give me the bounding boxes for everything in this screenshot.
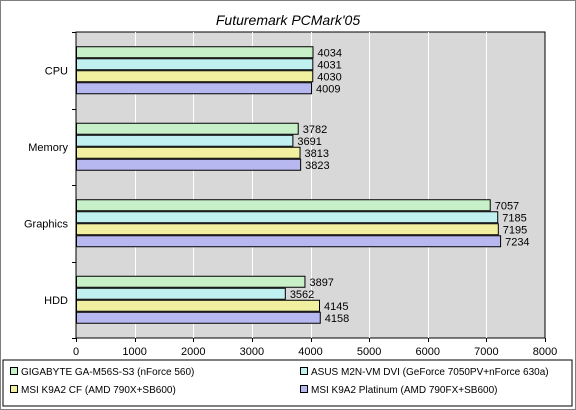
axes: 0 1000 2000 3000 4000 5000 6000 7000 8000 CPU Memo… — [24, 32, 557, 358]
bar — [76, 122, 299, 135]
bar — [76, 58, 314, 71]
data-label: 4030 — [317, 71, 341, 83]
legend-swatch — [300, 367, 308, 375]
legend-label: GIGABYTE GA-M56S-S3 (nForce 560) — [21, 367, 194, 378]
bar — [76, 287, 286, 300]
bar — [76, 311, 321, 324]
legend-label: MSI K9A2 Platinum (AMD 790FX+SB600) — [311, 385, 497, 396]
data-label: 3782 — [303, 124, 327, 136]
bar — [76, 134, 294, 147]
bar — [76, 146, 301, 159]
bar — [76, 158, 302, 171]
x-tick-label: 1000 — [122, 346, 146, 358]
y-category-label: Memory — [28, 142, 68, 154]
x-tick-label: 2000 — [181, 346, 205, 358]
x-tick-label: 8000 — [533, 346, 557, 358]
x-tick-label: 4000 — [298, 346, 322, 358]
legend-label: MSI K9A2 CF (AMD 790X+SB600) — [21, 385, 176, 396]
chart-title: Futuremark PCMark'05 — [216, 12, 360, 28]
data-label: 4034 — [317, 47, 341, 59]
legend-swatch — [10, 367, 18, 375]
data-label: 3823 — [305, 160, 329, 172]
data-label: 3562 — [290, 289, 314, 301]
bar — [76, 46, 314, 59]
data-label: 4158 — [325, 313, 349, 325]
legend-swatch — [10, 385, 18, 393]
y-category-label: Graphics — [24, 218, 69, 230]
data-label: 7195 — [503, 224, 527, 236]
bar — [76, 275, 306, 288]
x-tick-label: 3000 — [240, 346, 264, 358]
data-label: 3897 — [309, 277, 333, 289]
x-tick-label: 6000 — [416, 346, 440, 358]
legend-swatch — [300, 385, 308, 393]
bar — [76, 299, 321, 312]
y-category-label: HDD — [44, 295, 68, 307]
x-tick-label: 5000 — [357, 346, 381, 358]
data-label: 7234 — [505, 236, 529, 248]
bar — [76, 211, 499, 224]
bar — [76, 199, 491, 212]
legend-box — [2, 359, 573, 407]
bar — [76, 235, 502, 248]
bar — [76, 70, 314, 83]
x-tick-label: 7000 — [474, 346, 498, 358]
bar — [76, 223, 499, 236]
bar — [76, 82, 313, 95]
data-label: 4145 — [324, 301, 348, 313]
legend: GIGABYTE GA-M56S-S3 (nForce 560) ASUS M2N… — [2, 359, 573, 407]
data-label: 3813 — [305, 148, 329, 160]
data-label: 4009 — [316, 83, 340, 95]
legend-label: ASUS M2N-VM DVI (GeForce 7050PV+nForce 6… — [311, 367, 549, 378]
data-label: 4031 — [317, 59, 341, 71]
data-label: 7185 — [502, 212, 526, 224]
data-label: 7057 — [495, 200, 519, 212]
x-tick-label: 0 — [73, 346, 79, 358]
data-label: 3691 — [297, 136, 321, 148]
y-category-label: CPU — [45, 65, 68, 77]
